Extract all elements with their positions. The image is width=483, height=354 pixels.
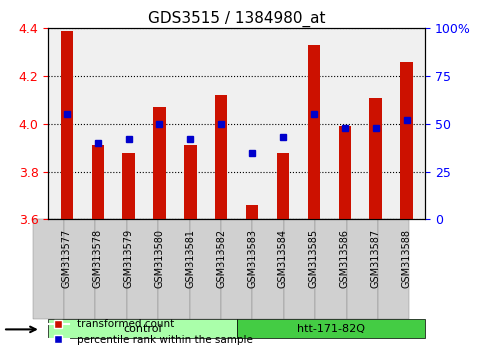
Bar bbox=[122, 153, 135, 219]
Title: GDS3515 / 1384980_at: GDS3515 / 1384980_at bbox=[148, 11, 326, 27]
Bar bbox=[64, 219, 96, 319]
Bar bbox=[127, 219, 158, 319]
Bar bbox=[308, 45, 320, 219]
Bar bbox=[284, 219, 315, 319]
Bar bbox=[153, 107, 166, 219]
Bar bbox=[339, 126, 351, 219]
Bar bbox=[246, 205, 258, 219]
Bar bbox=[315, 219, 347, 319]
Bar bbox=[96, 219, 127, 319]
Bar bbox=[190, 219, 221, 319]
Bar bbox=[48, 319, 237, 338]
Bar bbox=[347, 219, 378, 319]
Bar bbox=[158, 219, 189, 319]
Bar bbox=[369, 98, 382, 219]
Bar bbox=[277, 153, 289, 219]
Text: control: control bbox=[123, 324, 162, 335]
Bar bbox=[33, 219, 64, 319]
Bar bbox=[378, 219, 410, 319]
Bar bbox=[400, 62, 412, 219]
Bar bbox=[184, 145, 197, 219]
Bar bbox=[221, 219, 252, 319]
Text: htt-171-82Q: htt-171-82Q bbox=[297, 324, 365, 335]
Bar bbox=[215, 95, 227, 219]
Bar bbox=[237, 319, 425, 338]
Bar bbox=[92, 145, 104, 219]
Bar bbox=[61, 31, 73, 219]
Legend: transformed count, percentile rank within the sample: transformed count, percentile rank withi… bbox=[44, 315, 257, 349]
Bar bbox=[253, 219, 284, 319]
